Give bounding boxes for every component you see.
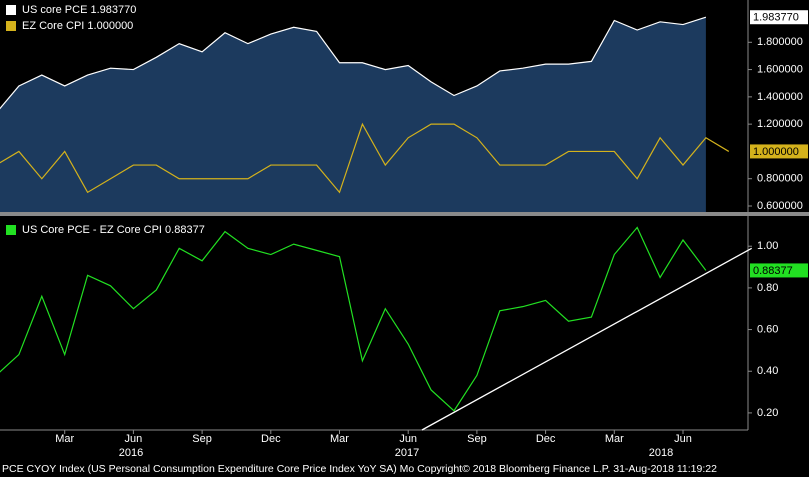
line	[0, 122, 730, 194]
legend-swatch	[6, 5, 16, 15]
y-tick-label: 0.600000	[757, 200, 803, 212]
last-value-label: 1.983770	[753, 12, 799, 24]
y-tick-label: 1.00	[757, 240, 778, 252]
legend-name: US Core PCE - EZ Core CPI	[22, 224, 162, 236]
last-value-box	[750, 144, 808, 159]
x-tick-label: Jun	[399, 433, 417, 445]
panel-separator	[0, 212, 809, 216]
x-tick-label: Mar	[330, 433, 349, 445]
x-tick-label: Jun	[674, 433, 692, 445]
line	[0, 226, 707, 412]
legend-label: US Core PCE - EZ Core CPI 0.88377	[22, 224, 205, 236]
y-tick-label: 0.20	[757, 407, 778, 419]
legend-box	[2, 2, 142, 38]
x-group-label: 2016	[119, 447, 143, 459]
legend-label: US core PCE 1.983770	[22, 4, 136, 16]
x-tick-label: Mar	[605, 433, 624, 445]
legend-swatch	[6, 21, 16, 31]
y-tick-label: 1.400000	[757, 91, 803, 103]
footer: PCE CYOY Index (US Personal Consumption …	[2, 463, 717, 475]
last-value-box	[750, 263, 808, 278]
y-tick-label: 0.40	[757, 365, 778, 377]
x-tick-label: Mar	[55, 433, 74, 445]
legend-box	[2, 222, 180, 242]
y-tick-label: 0.800000	[757, 173, 803, 185]
x-tick-label: Sep	[192, 433, 212, 445]
legend-name: EZ Core CPI	[22, 20, 84, 32]
last-value-box	[750, 10, 808, 25]
x-tick-label: Sep	[467, 433, 487, 445]
x-tick-label: Jun	[125, 433, 143, 445]
last-value-label: 1.000000	[753, 146, 799, 158]
legend-value: 0.88377	[165, 224, 205, 236]
y-tick-label: 0.80	[757, 282, 778, 294]
x-group-label: 2018	[649, 447, 673, 459]
y-tick-label: 1.800000	[757, 36, 803, 48]
legend-swatch	[6, 225, 16, 235]
x-tick-label: Dec	[536, 433, 556, 445]
last-value-label: 0.88377	[753, 265, 793, 277]
y-tick-label: 1.600000	[757, 63, 803, 75]
legend-name: US core PCE	[22, 4, 87, 16]
x-group-label: 2017	[395, 447, 419, 459]
y-tick-label: 0.60	[757, 323, 778, 335]
line	[0, 16, 707, 110]
legend-value: 1.983770	[90, 4, 136, 16]
legend-label: EZ Core CPI 1.000000	[22, 20, 133, 32]
x-tick-label: Dec	[261, 433, 281, 445]
legend-value: 1.000000	[87, 20, 133, 32]
y-tick-label: 1.200000	[757, 118, 803, 130]
trendline	[421, 247, 753, 431]
area	[0, 17, 706, 212]
